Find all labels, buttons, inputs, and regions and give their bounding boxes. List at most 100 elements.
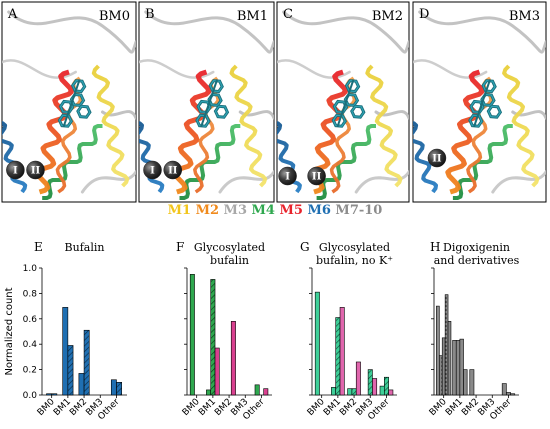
helix-m1 [229, 64, 268, 188]
bar-other-1 [506, 392, 511, 396]
grey-loop [354, 170, 409, 194]
helix-m2 [466, 76, 493, 194]
panel-tag: BM1 [237, 9, 268, 24]
structure-panel-bm3: II D BM3 [412, 1, 547, 203]
bar-other-s0 [379, 385, 385, 396]
bar-other-s0 [110, 379, 117, 396]
chart-letter: F [176, 240, 184, 254]
bar-bm1-s1 [335, 317, 341, 396]
helix-m1 [91, 64, 130, 188]
legend-item-m1: M1 [168, 203, 191, 218]
helix-m6 [139, 121, 165, 194]
panel-letter: C [283, 7, 293, 22]
grey-loop [144, 10, 274, 54]
x-tick-label: BM1 [52, 397, 73, 418]
helix-m4 [316, 124, 376, 200]
x-tick-label: BM0 [428, 397, 449, 418]
bar-bm1-s0 [331, 387, 337, 396]
bar-other-s0 [254, 384, 260, 396]
y-tick-label: 1.0 [23, 264, 38, 274]
y-tick-label: 0.2 [23, 366, 37, 376]
ion-label: I [285, 172, 290, 183]
helix-m1 [502, 64, 540, 188]
structure-panel-bm2: I IIC BM2 [276, 1, 410, 203]
bar-bm0-0 [436, 305, 440, 396]
bar-bm0-4 [447, 321, 452, 396]
grey-loop [80, 170, 136, 194]
ion-ii: II [163, 160, 182, 180]
bar-bm0-s0 [189, 274, 195, 396]
y-axis-label: Normalized count [4, 287, 15, 375]
grey-loop [2, 59, 77, 79]
chart-letter: G [300, 240, 310, 254]
ion-i: I [143, 160, 162, 180]
grey-loop [282, 10, 409, 54]
helix-m4 [42, 124, 103, 200]
legend-item-m7-10: M7-10 [331, 203, 382, 218]
panel-letter: D [419, 7, 429, 22]
ion-label: II [31, 166, 41, 177]
helix-m6 [2, 121, 28, 194]
bar-bm2-s0 [347, 388, 353, 396]
bar-bm0-2 [441, 337, 446, 396]
bar-bm0-3 [444, 294, 449, 396]
panel-tag: BM0 [99, 9, 130, 24]
bar-bm1-1 [455, 340, 461, 396]
panel-tag: BM2 [372, 9, 403, 24]
structure-panel-bm1: I IIB BM1 [138, 1, 275, 203]
protein-render [139, 10, 274, 200]
ligand [57, 79, 92, 128]
x-tick-label: BM2 [460, 397, 481, 418]
bar-bm1-2 [459, 338, 464, 396]
chart-title-line: bufalin, no K⁺ [316, 254, 393, 267]
ion-ii: II [427, 148, 447, 168]
helix-m2 [55, 76, 83, 194]
bar-bm2-0 [469, 369, 475, 396]
bar-chart-panels: E Bufalin 0.0 0.2 0.4 0.6 0.8 1.0 Normalized cou… [4, 240, 520, 422]
x-tick-label: BM0 [306, 397, 327, 418]
helix-m1 [365, 64, 403, 188]
x-tick-label: BM1 [444, 397, 465, 418]
bar-bm2-s1 [83, 329, 90, 396]
grey-loop [139, 59, 215, 79]
x-tick-label: BM0 [181, 397, 202, 418]
bar-other-s1 [116, 381, 122, 396]
chart-title-line: Glycosylated [319, 241, 390, 254]
ion-ii: II [26, 160, 45, 180]
chart-title-line: and derivatives [434, 254, 520, 267]
x-tick-label: BM0 [36, 397, 57, 418]
bar-other-s2 [388, 389, 394, 396]
y-tick-label: 0.0 [23, 391, 38, 401]
bar-other-s2 [263, 388, 269, 396]
bar-bm1-s1 [67, 345, 74, 396]
y-tick-label: 0.4 [23, 340, 38, 350]
chart-title-line: Digoxigenin [443, 241, 510, 254]
bar-bm2-s0 [78, 373, 85, 396]
grey-loop [413, 59, 488, 79]
legend-item-m2: M2 [191, 203, 219, 218]
legend-item-m3: M3 [219, 203, 247, 218]
grey-loop [491, 170, 546, 194]
bar-other-0 [501, 383, 507, 396]
legend-item-m6: M6 [303, 203, 331, 218]
chart-letter: H [430, 240, 440, 254]
protein-render [277, 10, 409, 200]
helix-m4 [179, 124, 241, 200]
chart-title: Bufalin [65, 241, 105, 254]
bar-bm0-s1 [51, 393, 58, 396]
ion-label: I [13, 166, 18, 177]
y-tick-label: 0.6 [23, 315, 38, 325]
bar-bm1-s2 [214, 347, 220, 396]
bar-other-s1 [384, 376, 389, 396]
ion-label: II [312, 172, 322, 183]
y-tick-label: 0.8 [23, 289, 38, 299]
protein-render [413, 10, 546, 200]
ion-ii: II [307, 166, 326, 186]
bar-bm3-s2 [372, 378, 378, 396]
ion-i: I [278, 166, 297, 186]
helix-m5 [445, 69, 485, 195]
